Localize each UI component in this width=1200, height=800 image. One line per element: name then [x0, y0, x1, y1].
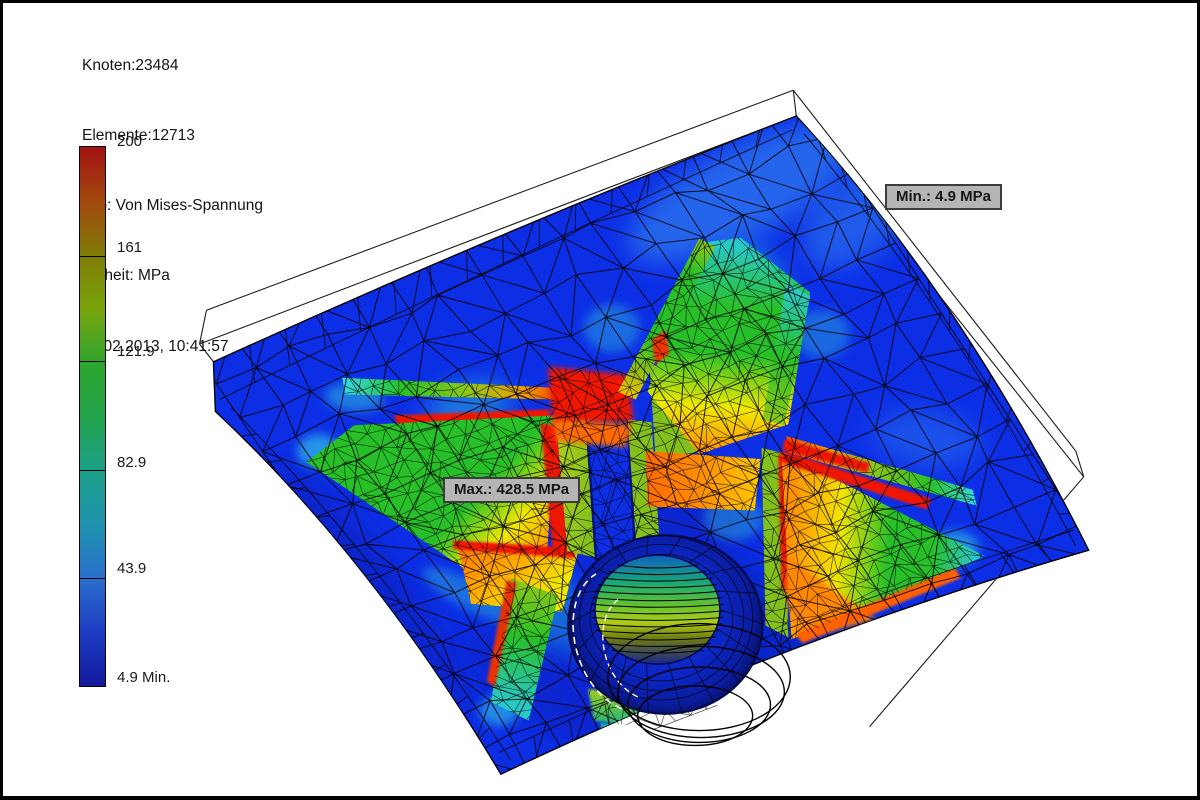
max-stress-probe-label[interactable]: Max.: 428.5 MPa — [443, 477, 581, 503]
colorbar-tick — [80, 470, 105, 471]
scale-label: 161 — [117, 239, 143, 256]
result-unit: Einheit: MPa — [82, 267, 170, 285]
colorbar-tick — [80, 578, 105, 579]
result-timestamp: 26.02.2013, 10:41:57 — [82, 337, 229, 355]
scale-label-min: 4.9 Min. — [117, 669, 171, 686]
scale-label-max: 200 — [117, 133, 143, 150]
scale-label: 43.9 — [117, 560, 147, 577]
scale-label: 121.9 — [117, 343, 155, 360]
scale-label: 82.9 — [117, 454, 147, 471]
colorbar-tick — [80, 361, 105, 362]
result-info-block: Knoten:23484 Elemente:12713 Typ: Von Mis… — [82, 7, 263, 405]
result-type: Typ: Von Mises-Spannung — [82, 197, 263, 215]
elements-count: Elemente:12713 — [82, 127, 195, 145]
nodes-count: Knoten:23484 — [82, 56, 179, 74]
min-stress-probe-label[interactable]: Min.: 4.9 MPa — [885, 184, 1003, 210]
bolt-boss-and-spring — [567, 534, 792, 747]
colorbar-tick — [80, 256, 105, 257]
stress-plot-canvas — [199, 89, 1090, 776]
stress-colorbar — [79, 146, 106, 687]
